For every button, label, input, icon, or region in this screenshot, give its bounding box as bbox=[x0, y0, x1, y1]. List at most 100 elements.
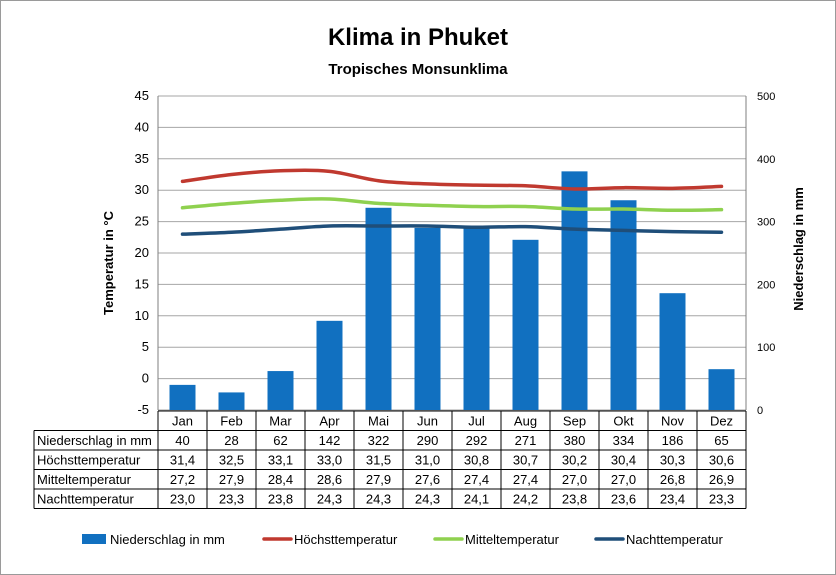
bar-Jul bbox=[463, 226, 490, 410]
bar-Jan bbox=[169, 384, 196, 410]
temperature-lines bbox=[180, 168, 724, 236]
x-tick-label: Apr bbox=[319, 414, 340, 429]
data-label: 28 bbox=[224, 433, 238, 448]
data-label: 23,3 bbox=[709, 492, 734, 507]
bar-Sep bbox=[561, 171, 588, 410]
data-label: 27,9 bbox=[219, 472, 244, 487]
chart-subtitle: Tropisches Monsunklima bbox=[328, 61, 508, 78]
data-label: 23,8 bbox=[562, 492, 587, 507]
y2-tick-label: 100 bbox=[757, 342, 775, 354]
y-tick-label: 30 bbox=[135, 182, 149, 197]
data-label: 62 bbox=[273, 433, 287, 448]
table-row-label: Mitteltemperatur bbox=[37, 472, 132, 487]
data-label: 31,4 bbox=[170, 453, 195, 468]
precipitation-bars bbox=[169, 171, 735, 410]
data-label: 32,5 bbox=[219, 453, 244, 468]
bar-Aug bbox=[512, 239, 539, 410]
data-label: 27,4 bbox=[513, 472, 538, 487]
table-row-label: Höchsttemperatur bbox=[37, 453, 141, 468]
data-label: 27,9 bbox=[366, 472, 391, 487]
x-tick-label: Jan bbox=[172, 414, 193, 429]
x-tick-label: Feb bbox=[220, 414, 242, 429]
data-label: 23,0 bbox=[170, 492, 195, 507]
y-tick-label: 15 bbox=[135, 276, 149, 291]
y-tick-label: -5 bbox=[137, 402, 149, 417]
bar-Nov bbox=[659, 293, 686, 410]
y-tick-label: 40 bbox=[135, 119, 149, 134]
bar-Mar bbox=[267, 371, 294, 410]
y2-axis-title: Niederschlag in mm bbox=[791, 187, 806, 311]
legend-label: Niederschlag in mm bbox=[110, 532, 225, 547]
data-label: 186 bbox=[662, 433, 684, 448]
data-label: 30,8 bbox=[464, 453, 489, 468]
y-tick-label: 45 bbox=[135, 88, 149, 103]
data-label: 27,2 bbox=[170, 472, 195, 487]
y2-tick-label: 500 bbox=[757, 91, 775, 103]
y-tick-label: 25 bbox=[135, 214, 149, 229]
line-Nachttemperatur bbox=[180, 224, 724, 236]
x-tick-label: Jun bbox=[417, 414, 438, 429]
y-tick-label: 10 bbox=[135, 308, 149, 323]
bar-Mai bbox=[365, 207, 392, 410]
data-label: 23,6 bbox=[611, 492, 636, 507]
data-label: 31,0 bbox=[415, 453, 440, 468]
data-label: 142 bbox=[319, 433, 341, 448]
data-label: 27,0 bbox=[611, 472, 636, 487]
data-label: 24,3 bbox=[366, 492, 391, 507]
x-tick-label: Jul bbox=[468, 414, 485, 429]
y2-tick-label: 400 bbox=[757, 154, 775, 166]
data-table: Jan Feb Mar Apr Mai Jun Jul Aug Sep Okt Nov Dez Nied… bbox=[33, 410, 747, 509]
data-label: 30,7 bbox=[513, 453, 538, 468]
data-label: 26,8 bbox=[660, 472, 685, 487]
data-label: 23,3 bbox=[219, 492, 244, 507]
x-tick-label: Dez bbox=[710, 414, 733, 429]
y-tick-label: 5 bbox=[142, 339, 149, 354]
y-tick-label: 0 bbox=[142, 371, 149, 386]
data-label: 65 bbox=[714, 433, 728, 448]
legend-swatch bbox=[82, 534, 106, 544]
data-label: 33,0 bbox=[317, 453, 342, 468]
data-label: 30,6 bbox=[709, 453, 734, 468]
data-label: 380 bbox=[564, 433, 586, 448]
bar-Feb bbox=[218, 392, 245, 410]
y2-tick-label: 0 bbox=[757, 405, 763, 417]
data-label: 24,2 bbox=[513, 492, 538, 507]
bar-Apr bbox=[316, 320, 343, 410]
data-label: 23,8 bbox=[268, 492, 293, 507]
x-tick-label: Mar bbox=[269, 414, 292, 429]
x-tick-label: Okt bbox=[613, 414, 634, 429]
x-tick-label: Mai bbox=[368, 414, 389, 429]
data-label: 30,2 bbox=[562, 453, 587, 468]
data-label: 322 bbox=[368, 433, 390, 448]
y-axis-title: Temperatur in °C bbox=[101, 210, 116, 315]
data-label: 24,3 bbox=[317, 492, 342, 507]
data-label: 290 bbox=[417, 433, 439, 448]
legend-label: Höchsttemperatur bbox=[294, 532, 398, 547]
data-label: 27,4 bbox=[464, 472, 489, 487]
x-tick-label: Sep bbox=[563, 414, 586, 429]
line-Mitteltemperatur bbox=[180, 197, 724, 213]
table-row-label: Niederschlag in mm bbox=[37, 433, 152, 448]
data-label: 271 bbox=[515, 433, 537, 448]
data-label: 31,5 bbox=[366, 453, 391, 468]
axes: -5 0 5 10 15 20 25 30 35 40 45 0 100 200 300 400 500 Temp… bbox=[101, 88, 806, 417]
data-label: 30,4 bbox=[611, 453, 636, 468]
data-label: 28,4 bbox=[268, 472, 293, 487]
data-label: 23,4 bbox=[660, 492, 685, 507]
gridlines bbox=[158, 95, 746, 411]
legend-label: Mitteltemperatur bbox=[465, 532, 560, 547]
data-label: 40 bbox=[175, 433, 189, 448]
bar-Okt bbox=[610, 200, 637, 410]
chart-title: Klima in Phuket bbox=[327, 24, 509, 51]
data-label: 26,9 bbox=[709, 472, 734, 487]
data-label: 24,1 bbox=[464, 492, 489, 507]
line-Höchsttemperatur bbox=[180, 168, 724, 191]
bar-Jun bbox=[414, 227, 441, 410]
y2-tick-label: 200 bbox=[757, 279, 775, 291]
table-row-label: Nachttemperatur bbox=[37, 492, 134, 507]
y-tick-label: 20 bbox=[135, 245, 149, 260]
data-label: 27,6 bbox=[415, 472, 440, 487]
x-tick-label: Aug bbox=[514, 414, 537, 429]
bar-Dez bbox=[708, 369, 735, 410]
